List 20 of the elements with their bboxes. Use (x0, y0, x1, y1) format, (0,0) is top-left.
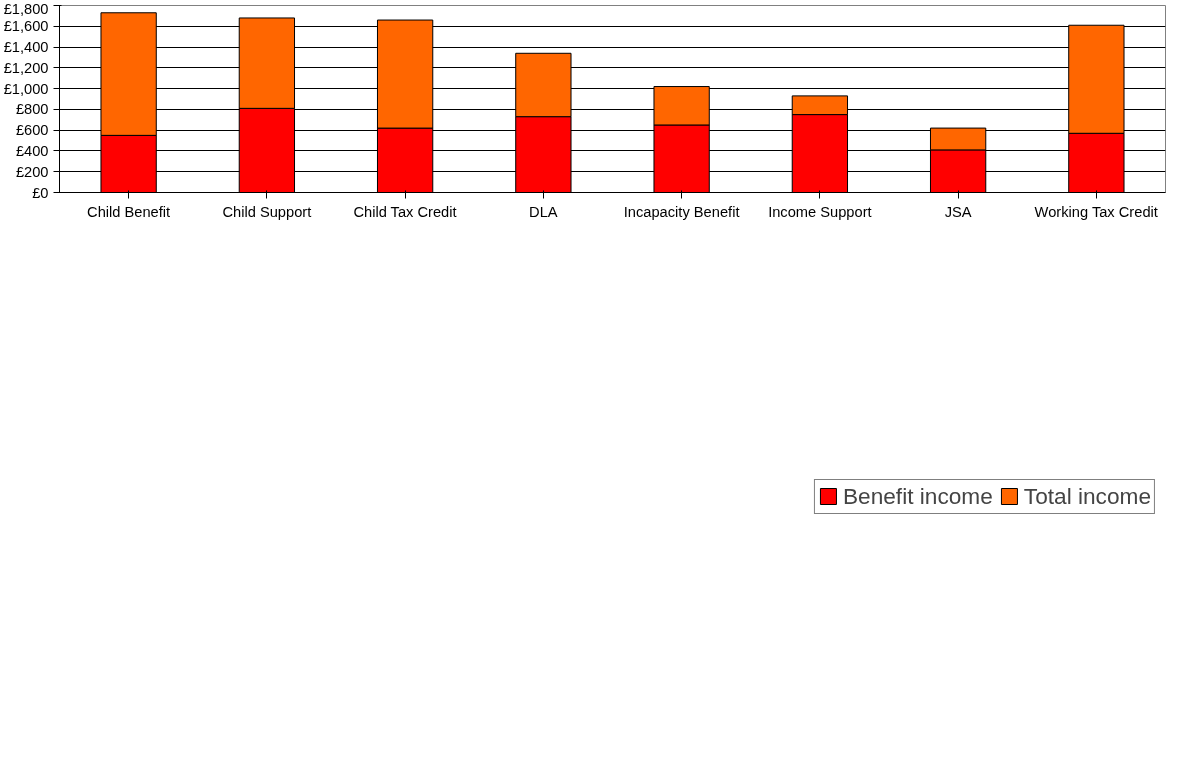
x-tick-label: Income Support (768, 203, 872, 220)
y-tick-label: £1,000 (3, 80, 49, 97)
y-tick-label: £800 (15, 101, 49, 118)
y-tick-label: £200 (15, 163, 49, 180)
x-tick-label: Working Tax Credit (1034, 203, 1158, 220)
x-tick-label: JSA (944, 203, 972, 220)
x-tick-label: Incapacity Benefit (623, 203, 740, 220)
y-tick-label: £1,400 (3, 39, 49, 56)
y-tick-label: £0 (32, 184, 49, 201)
x-tick-label: Child Tax Credit (353, 203, 457, 220)
y-tick-label: £1,200 (3, 59, 49, 76)
x-tick-label: DLA (529, 203, 558, 220)
legend-label: Total income (1023, 482, 1151, 510)
y-tick-label: £600 (15, 122, 49, 139)
legend-label: Benefit income (842, 482, 993, 510)
x-tick-label: Child Benefit (87, 203, 171, 220)
x-tick-label: Child Support (222, 203, 312, 220)
y-tick-label: £1,600 (3, 18, 49, 35)
y-tick-label: £1,800 (3, 0, 49, 17)
y-tick-label: £400 (15, 142, 49, 159)
